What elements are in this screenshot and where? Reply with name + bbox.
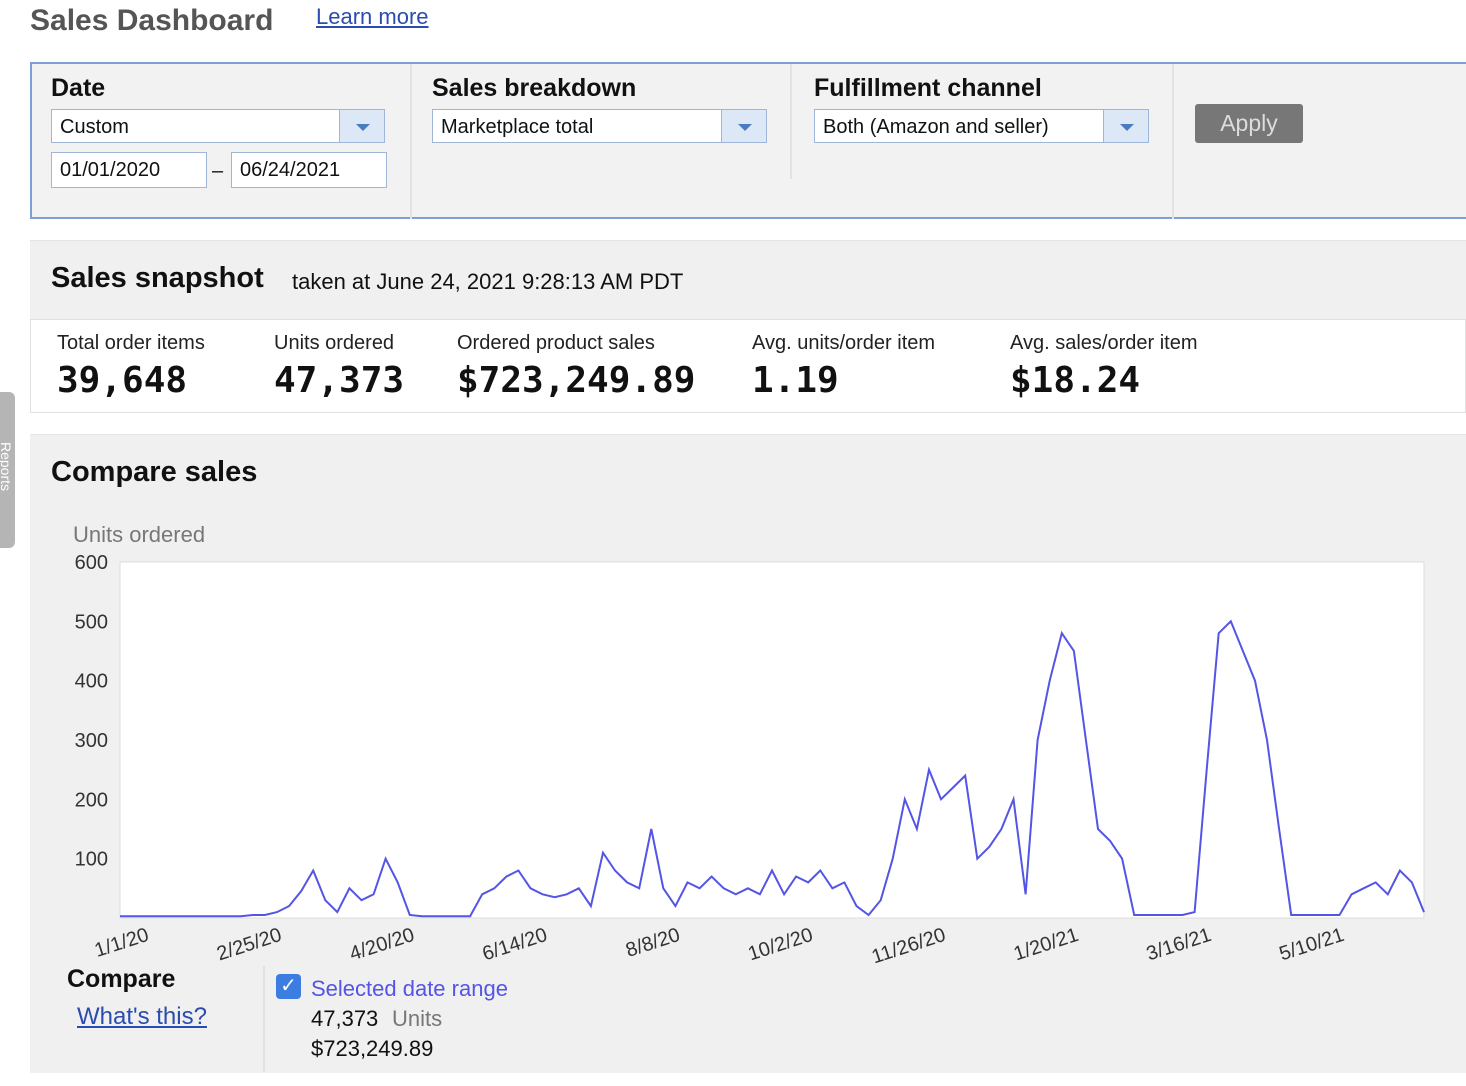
units-label: Units [392,1006,443,1031]
start-date-input[interactable]: 01/01/2020 [51,152,207,188]
y-tick-label: 200 [75,789,108,811]
metric-label: Total order items [57,332,205,354]
y-tick-label: 600 [75,552,108,574]
data-line [120,619,1425,918]
compare-title: Compare sales [51,456,258,488]
snapshot-panel [30,240,1466,413]
metric-label: Avg. units/order item [752,332,936,354]
end-date-input[interactable]: 06/24/2021 [231,152,387,188]
x-tick-label: 1/1/20 [92,924,152,962]
breakdown-select[interactable]: Marketplace total [432,109,767,143]
filter-label: Sales breakdown [432,74,637,102]
apply-button[interactable]: Apply [1195,104,1303,143]
x-tick-label: 3/16/21 [1144,924,1214,966]
units-total: 47,373 [311,1006,379,1031]
filter-label: Date [51,74,106,102]
sales-total: $723,249.89 [311,1036,434,1061]
whats-this-link[interactable]: What's this? [77,1003,207,1030]
divider [790,64,792,179]
snapshot-title: Sales snapshot [51,262,264,294]
page-title: Sales Dashboard [30,4,274,37]
dropdown-arrow [721,110,766,142]
legend-label[interactable]: Selected date range [311,976,508,1001]
dropdown-arrow [1103,110,1148,142]
metrics-area [30,319,1466,413]
button-label: Apply [1220,110,1278,136]
side-tab[interactable]: Reports [0,392,15,548]
divider [410,64,412,219]
divider [263,966,265,1072]
compare-label: Compare [67,965,176,993]
metric-label: Units ordered [274,332,395,354]
y-tick-label: 500 [75,611,108,633]
snapshot-subtitle: taken at June 24, 2021 9:28:13 AM PDT [292,269,684,294]
date-select[interactable]: Custom [51,109,385,143]
divider [1172,64,1174,219]
y-tick-label: 300 [75,730,108,752]
x-tick-label: 2/25/20 [214,924,284,966]
select-value: Both (Amazon and seller) [823,116,1049,138]
date-separator: – [212,160,224,182]
metric-value: $723,249.89 [457,360,696,401]
input-value: 01/01/2020 [60,159,161,181]
x-tick-label: 10/2/20 [745,924,815,966]
y-tick-label: 400 [75,671,108,693]
select-value: Marketplace total [441,116,594,138]
x-tick-label: 8/8/20 [623,924,683,962]
metric-label: Ordered product sales [457,332,655,354]
x-tick-label: 6/14/20 [480,924,550,966]
dropdown-arrow [339,110,384,142]
select-value: Custom [60,116,129,138]
x-tick-label: 11/26/20 [869,924,948,969]
filter-label: Fulfillment channel [814,74,1042,102]
x-tick-label: 1/20/21 [1011,924,1081,966]
y-tick-label: 100 [75,849,108,871]
plot-area [119,561,1425,919]
x-tick-label: 4/20/20 [347,924,417,966]
legend-checkbox[interactable]: ✓ [276,974,301,999]
metric-label: Avg. sales/order item [1010,332,1198,354]
metric-value: 47,373 [274,360,405,401]
input-value: 06/24/2021 [240,159,341,181]
y-axis-title: Units ordered [73,522,206,547]
x-tick-label: 5/10/21 [1277,924,1347,966]
fulfillment-select[interactable]: Both (Amazon and seller) [814,109,1149,143]
metric-value: $18.24 [1010,360,1141,401]
metric-value: 39,648 [57,360,188,401]
metric-value: 1.19 [752,360,839,401]
learn-more-link[interactable]: Learn more [316,4,429,29]
